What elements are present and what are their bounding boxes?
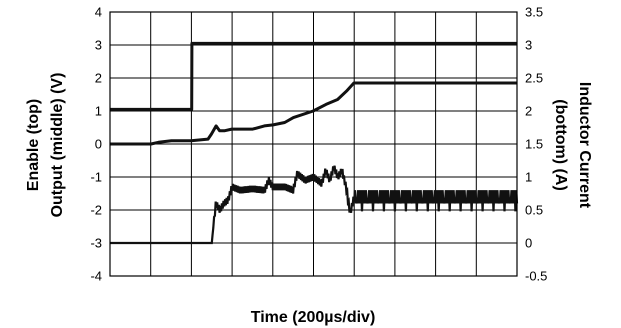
y-tick-label-left: -4 (90, 269, 102, 284)
y-tick-label-left: 2 (95, 71, 102, 86)
right-axis-title: Inductor Current (bottom) (A) (552, 82, 593, 209)
grid (110, 12, 517, 276)
y-tick-label-right: 0.5 (525, 203, 543, 218)
left-axis-title: Enable (top) Output (middle) (V) (25, 73, 66, 218)
y-tick-label-right: 0 (525, 236, 532, 251)
left-axis-title-line-1: Enable (top) (25, 99, 42, 191)
enable-trace (109, 41, 518, 111)
y-tick-label-right: -0.5 (525, 269, 547, 284)
x-axis-title: Time (200µs/div) (251, 309, 376, 326)
y-tick-label-left: 1 (95, 104, 102, 119)
y-tick-label-left: -2 (90, 203, 102, 218)
output-voltage-trace (109, 81, 518, 146)
y-tick-label-left: 4 (95, 5, 102, 20)
traces (109, 41, 519, 245)
right-axis-title-line-2: (bottom) (A) (552, 99, 569, 191)
plot-frame (109, 11, 518, 277)
y-tick-label-left: -3 (90, 236, 102, 251)
y-tick-label-left: 3 (95, 38, 102, 53)
left-axis-title-line-2: Output (middle) (V) (49, 73, 66, 218)
y-tick-label-left: 0 (95, 137, 102, 152)
y-tick-label-right: 1 (525, 170, 532, 185)
inductor-current-trace (110, 165, 519, 245)
y-tick-label-right: 3 (525, 38, 532, 53)
y-tick-label-right: 1.5 (525, 137, 543, 152)
y-tick-label-right: 2.5 (525, 71, 543, 86)
y-tick-label-left: -1 (90, 170, 102, 185)
y-tick-label-right: 3.5 (525, 5, 543, 20)
y-tick-label-right: 2 (525, 104, 532, 119)
right-axis-title-line-1: Inductor Current (576, 82, 593, 209)
tick-labels: 4 3 2 1 0 -1 -2 -3 -4 3.5 3 2.5 2 1.5 1 0.5 0 -0.5 (90, 5, 547, 284)
